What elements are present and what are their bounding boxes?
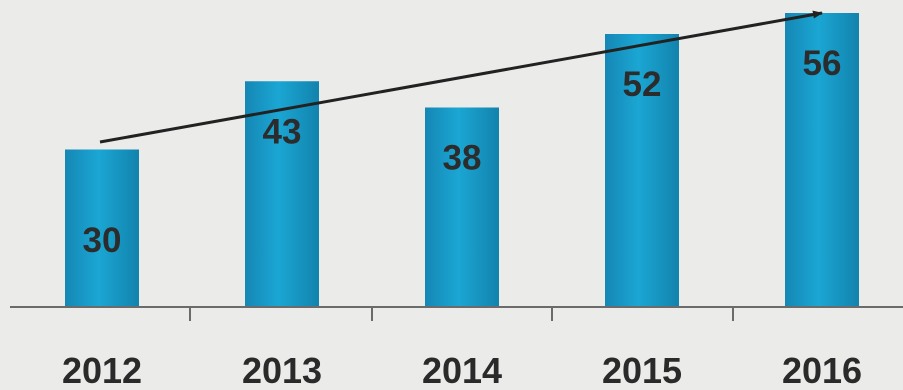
bar-2013: [245, 81, 319, 307]
data-label-2016: 56: [803, 44, 842, 83]
x-tick-label-2016: 2016: [782, 350, 862, 390]
bar-2015: [605, 34, 679, 307]
bars-layer: 30 43 38 52 56: [65, 13, 859, 307]
bar-2014: [425, 107, 499, 307]
x-tick-label-2013: 2013: [242, 350, 322, 390]
bar-2012: [65, 149, 139, 307]
data-label-2012: 30: [83, 221, 122, 260]
bar-2016: [785, 13, 859, 307]
trend-arrow: [99, 10, 823, 144]
data-label-2014: 38: [443, 139, 482, 178]
data-label-2013: 43: [263, 112, 302, 151]
x-axis-ticks: [189, 307, 734, 321]
x-tick-label-2015: 2015: [602, 350, 682, 390]
x-axis-tick-labels: 2012 2013 2014 2015 2016: [62, 350, 862, 390]
x-tick-label-2014: 2014: [422, 350, 502, 390]
data-label-2015: 52: [623, 65, 662, 104]
x-tick-label-2012: 2012: [62, 350, 142, 390]
